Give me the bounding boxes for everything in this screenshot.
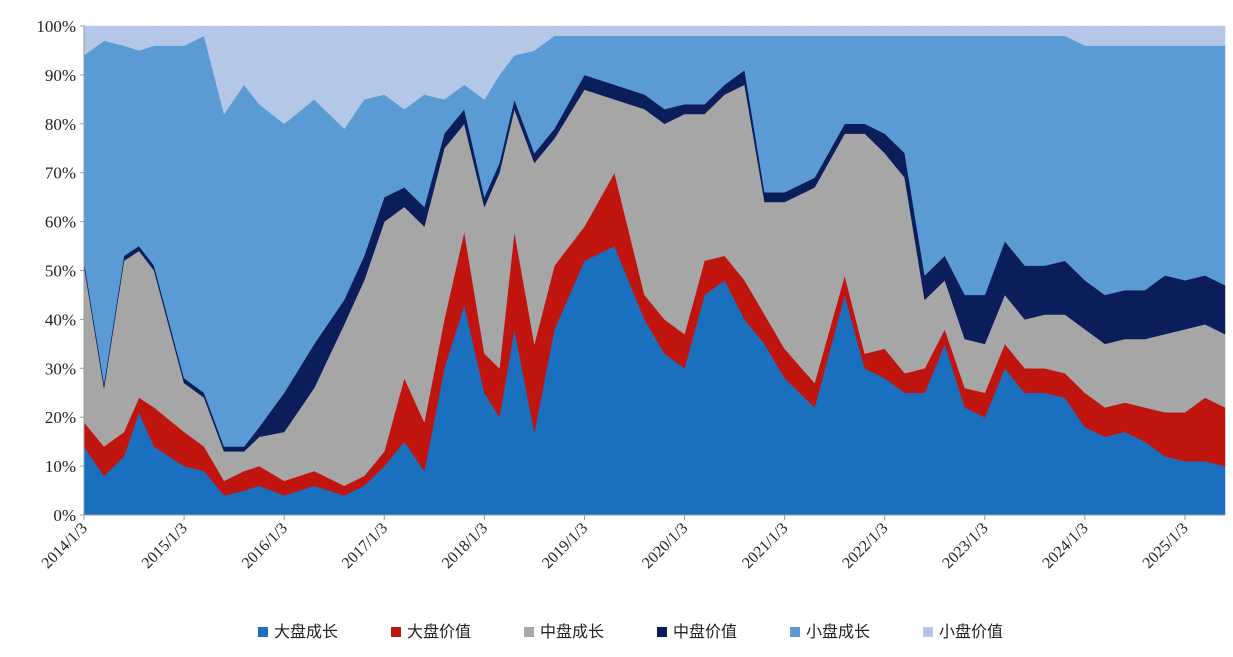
legend-swatch bbox=[258, 627, 268, 637]
y-tick-label: 80% bbox=[45, 115, 76, 134]
x-tick-label: 2019/1/3 bbox=[539, 520, 591, 572]
legend-swatch bbox=[790, 627, 800, 637]
x-tick-label: 2018/1/3 bbox=[439, 520, 491, 572]
x-axis: 2014/1/3 2015/1/3 2016/1/3 2017/1/3 2018/1/3… bbox=[39, 514, 1225, 572]
y-axis: 0% 10% 20% 30% 40% 50% 60% 70% 80% 90% 100% bbox=[36, 17, 85, 525]
x-tick-label: 2024/1/3 bbox=[1039, 520, 1091, 572]
y-tick-label: 30% bbox=[45, 359, 76, 378]
legend-swatch bbox=[923, 627, 933, 637]
x-tick-label: 2020/1/3 bbox=[639, 520, 691, 572]
y-tick-label: 100% bbox=[36, 17, 76, 36]
x-tick-label: 2016/1/3 bbox=[239, 520, 291, 572]
legend-label: 中盘价值 bbox=[673, 622, 737, 641]
legend-swatch bbox=[524, 627, 534, 637]
x-tick-label: 2021/1/3 bbox=[739, 520, 791, 572]
y-tick-label: 10% bbox=[45, 457, 76, 476]
areas-group bbox=[83, 25, 1226, 516]
y-tick-label: 60% bbox=[45, 213, 76, 232]
x-tick-label: 2015/1/3 bbox=[139, 520, 191, 572]
legend: 大盘成长 大盘价值 中盘成长 中盘价值 小盘成长 小盘价值 bbox=[258, 622, 1003, 641]
x-tick-label: 2023/1/3 bbox=[939, 520, 991, 572]
x-tick-label: 2014/1/3 bbox=[39, 520, 91, 572]
legend-label: 中盘成长 bbox=[540, 622, 604, 641]
legend-label: 小盘成长 bbox=[806, 622, 870, 641]
y-tick-label: 20% bbox=[45, 408, 76, 427]
x-tick-label: 2017/1/3 bbox=[339, 520, 391, 572]
area-series-5 bbox=[83, 25, 1226, 130]
legend-label: 小盘价值 bbox=[939, 622, 1003, 641]
y-tick-label: 0% bbox=[53, 506, 76, 525]
x-tick-label: 2025/1/3 bbox=[1140, 520, 1192, 572]
legend-label: 大盘价值 bbox=[407, 622, 471, 641]
y-tick-label: 40% bbox=[45, 310, 76, 329]
legend-label: 大盘成长 bbox=[274, 622, 338, 641]
y-tick-label: 70% bbox=[45, 164, 76, 183]
y-tick-label: 90% bbox=[45, 66, 76, 85]
legend-swatch bbox=[391, 627, 401, 637]
y-tick-label: 50% bbox=[45, 262, 76, 281]
x-tick-label: 2022/1/3 bbox=[839, 520, 891, 572]
legend-swatch bbox=[657, 627, 667, 637]
